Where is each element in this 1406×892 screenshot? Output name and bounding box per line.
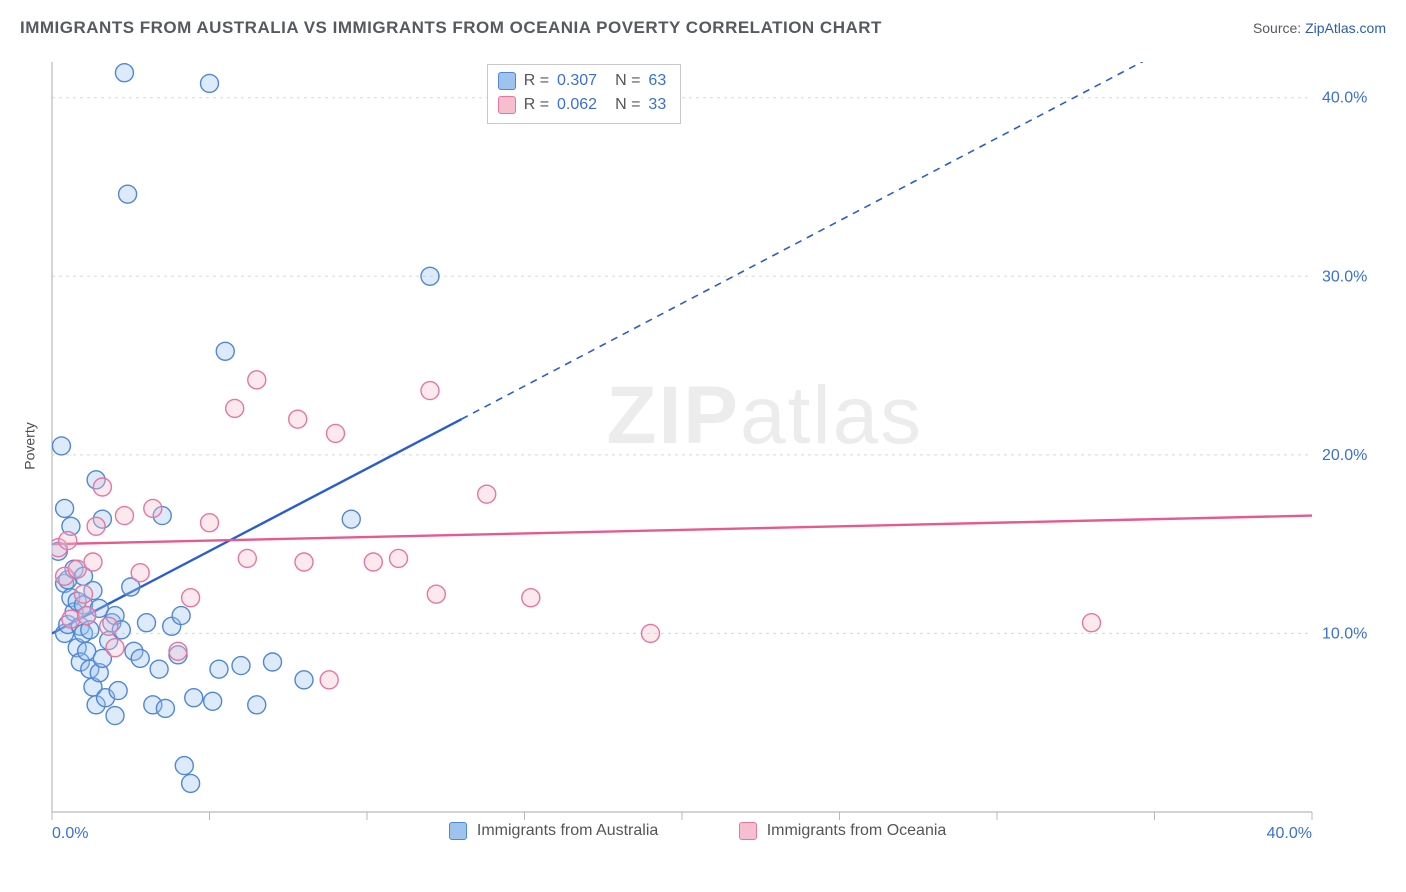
chart-title: IMMIGRANTS FROM AUSTRALIA VS IMMIGRANTS … [20, 18, 882, 38]
series-legend-oceania: Immigrants from Oceania [739, 822, 947, 840]
title-bar: IMMIGRANTS FROM AUSTRALIA VS IMMIGRANTS … [20, 18, 1386, 38]
legend-row: R = 0.307 N = 63 [498, 69, 667, 93]
series-label: Immigrants from Australia [477, 822, 658, 840]
r-label: R = [524, 69, 549, 93]
legend-swatch [498, 72, 516, 90]
r-label: R = [524, 93, 549, 117]
n-label: N = [615, 93, 640, 117]
legend-swatch [449, 822, 467, 840]
source-attribution: Source: ZipAtlas.com [1253, 20, 1386, 36]
source-prefix: Source: [1253, 20, 1305, 36]
svg-text:40.0%: 40.0% [1267, 825, 1312, 842]
series-label: Immigrants from Oceania [767, 822, 947, 840]
legend-swatch [739, 822, 757, 840]
svg-text:40.0%: 40.0% [1322, 90, 1367, 107]
legend-row: R = 0.062 N = 33 [498, 93, 667, 117]
svg-text:30.0%: 30.0% [1322, 268, 1367, 285]
legend-swatch [498, 96, 516, 114]
plot-area: 10.0%20.0%30.0%40.0%0.0%40.0% ZIPatlas R… [46, 54, 1386, 844]
n-value: 33 [648, 93, 666, 117]
series-legend-australia: Immigrants from Australia [449, 822, 658, 840]
n-value: 63 [648, 69, 666, 93]
y-axis-label: Poverty [22, 422, 38, 469]
n-label: N = [615, 69, 640, 93]
r-value: 0.307 [557, 69, 597, 93]
svg-text:20.0%: 20.0% [1322, 447, 1367, 464]
r-value: 0.062 [557, 93, 597, 117]
svg-text:10.0%: 10.0% [1322, 625, 1367, 642]
scatter-chart: 10.0% 20.0% 30.0% 40.0% 0.0% 40.0% [46, 54, 1386, 844]
source-link[interactable]: ZipAtlas.com [1305, 20, 1386, 36]
svg-text:0.0%: 0.0% [52, 825, 88, 842]
correlation-legend: R = 0.307 N = 63 R = 0.062 N = 33 [487, 64, 682, 124]
